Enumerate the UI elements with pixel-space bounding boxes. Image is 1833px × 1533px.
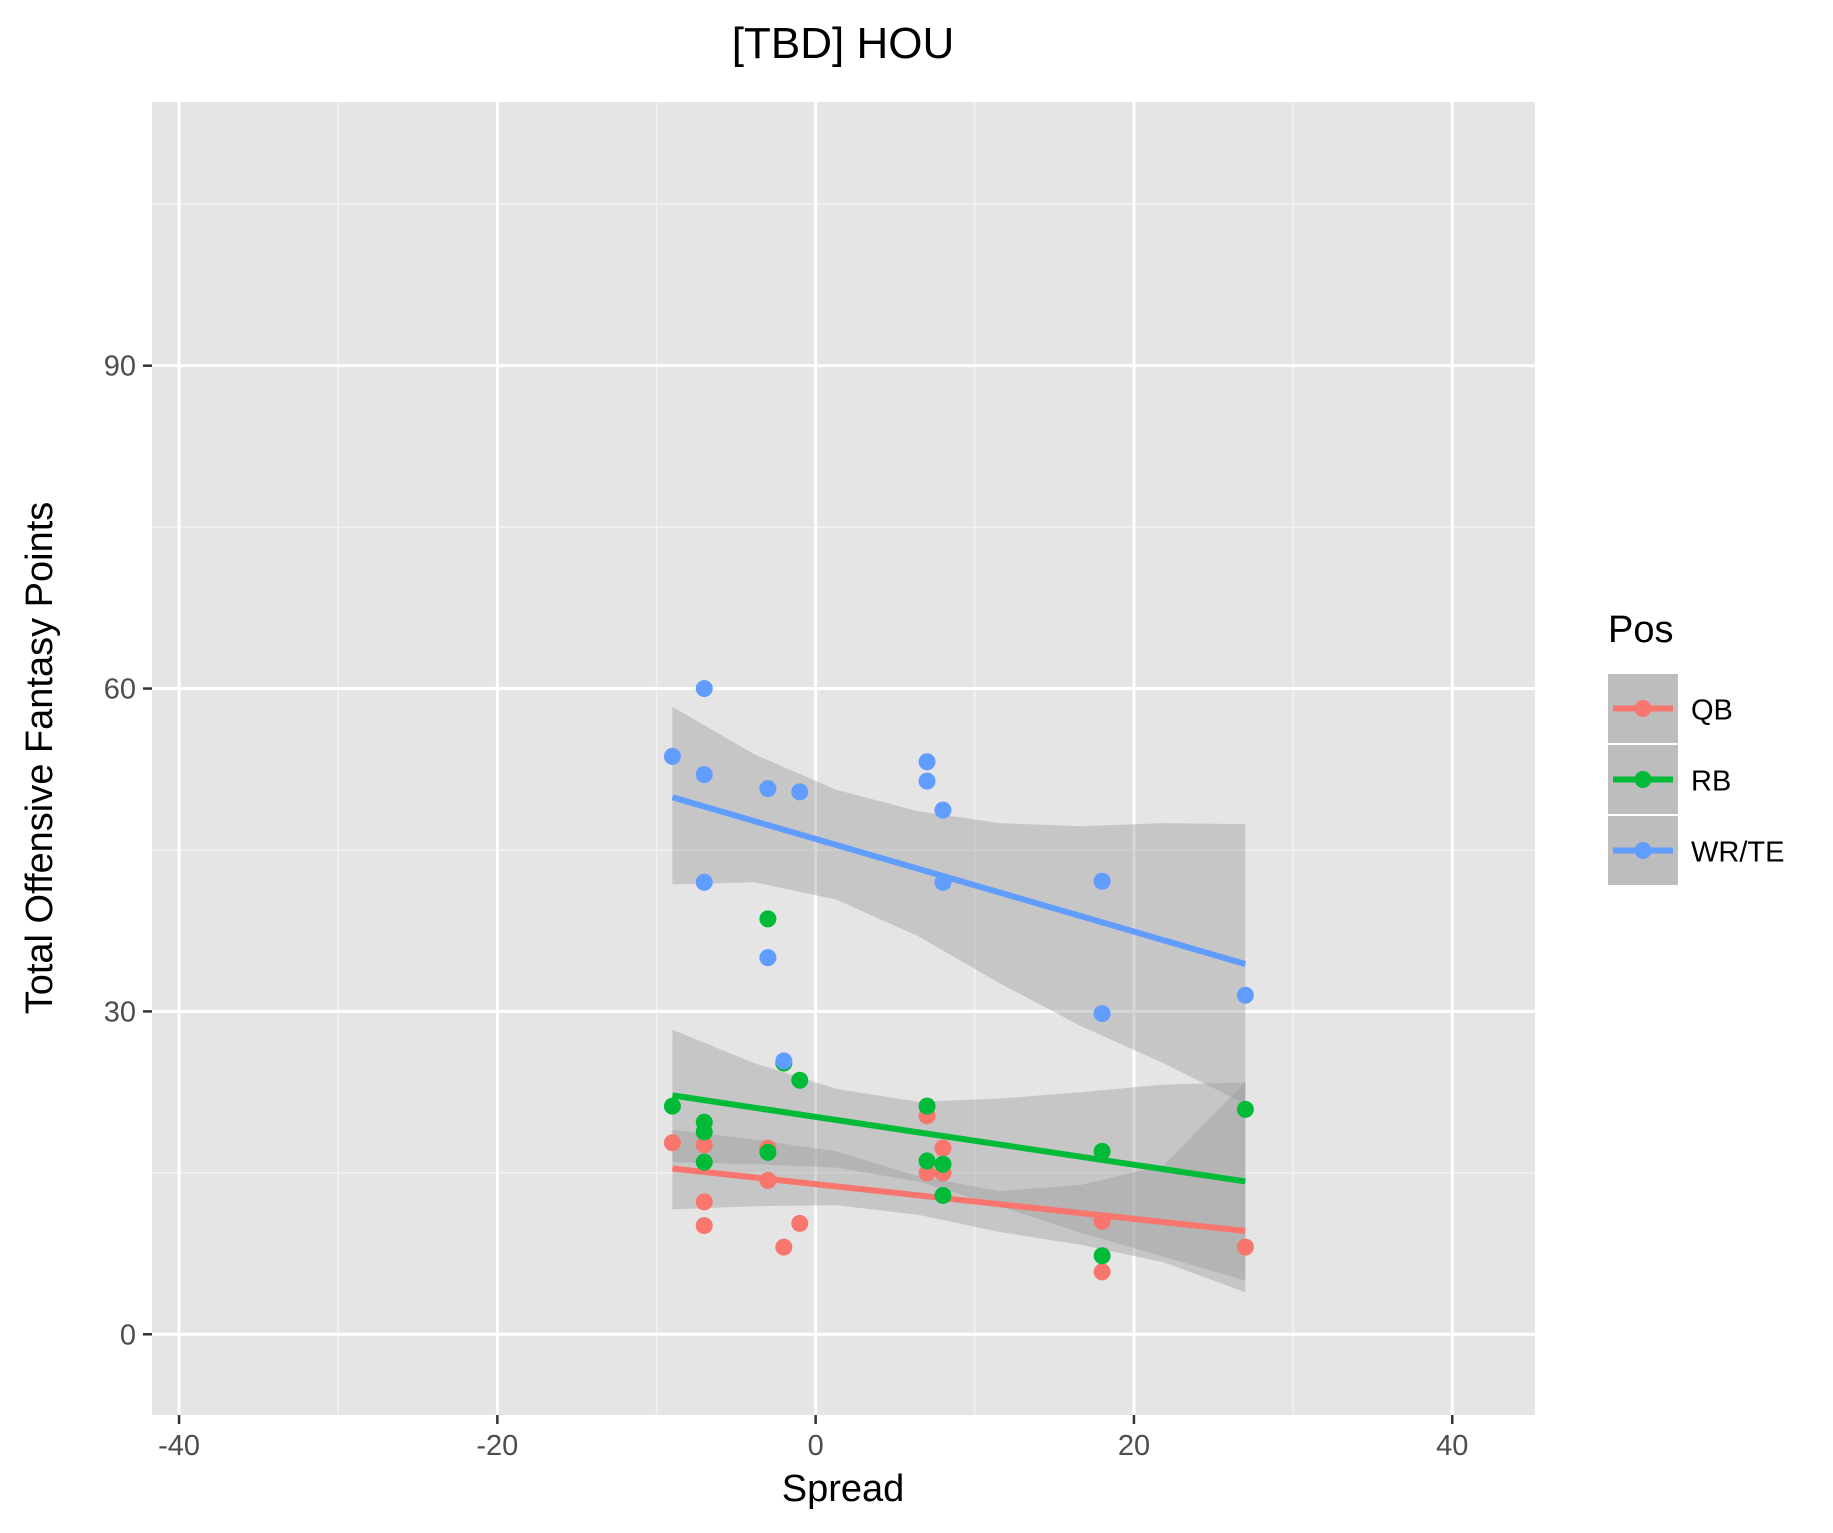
- y-axis: 0 30 60 90: [104, 351, 152, 1351]
- data-point: [695, 1153, 713, 1171]
- data-point: [934, 873, 952, 891]
- x-axis: -40 -20 0 20 40: [158, 1415, 1468, 1462]
- data-point: [918, 1152, 936, 1170]
- y-tick-label: 60: [104, 674, 136, 706]
- data-points: [663, 680, 1254, 1281]
- data-point: [663, 1134, 681, 1152]
- legend-key-point: [1634, 700, 1652, 717]
- y-tick-label: 30: [104, 996, 136, 1028]
- data-point: [934, 1139, 952, 1157]
- data-point: [695, 1136, 713, 1154]
- data-point: [1093, 1212, 1111, 1230]
- x-tick-label: 40: [1436, 1430, 1468, 1462]
- chart-title: [TBD] HOU: [732, 19, 954, 68]
- legend-label: WR/TE: [1691, 837, 1784, 869]
- legend: Pos QB RB WR/TE: [1608, 609, 1784, 885]
- data-point: [1093, 1005, 1111, 1023]
- x-tick-label: 20: [1118, 1430, 1150, 1462]
- data-point: [663, 1097, 681, 1115]
- data-point: [759, 949, 777, 967]
- data-point: [663, 747, 681, 765]
- data-point: [934, 801, 952, 819]
- data-point: [695, 766, 713, 784]
- x-tick-label: -40: [158, 1430, 200, 1462]
- major-gridlines: [152, 102, 1535, 1415]
- data-point: [1093, 1247, 1111, 1265]
- data-point: [775, 1052, 793, 1070]
- data-point: [695, 680, 713, 698]
- data-point: [918, 753, 936, 771]
- trend-line: [671, 794, 1247, 967]
- x-axis-title: Spread: [782, 1468, 905, 1510]
- legend-key-point: [1634, 842, 1652, 859]
- data-point: [934, 1155, 952, 1173]
- legend-key-point: [1634, 771, 1652, 788]
- data-point: [934, 1186, 952, 1204]
- data-point: [1236, 1238, 1254, 1256]
- data-point: [1093, 872, 1111, 890]
- data-point: [791, 783, 809, 801]
- data-point: [1236, 1100, 1254, 1118]
- data-point: [918, 1097, 936, 1115]
- data-point: [759, 780, 777, 798]
- data-point: [775, 1238, 793, 1256]
- data-point: [791, 1071, 809, 1089]
- y-tick-label: 90: [104, 351, 136, 383]
- legend-label: QB: [1691, 695, 1733, 727]
- data-point: [1093, 1263, 1111, 1281]
- data-point: [695, 1123, 713, 1141]
- data-point: [918, 772, 936, 790]
- data-point: [1093, 1142, 1111, 1160]
- data-point: [759, 1143, 777, 1161]
- confidence-band: [672, 706, 1246, 1104]
- data-point: [695, 1193, 713, 1211]
- y-axis-title: Total Offensive Fantasy Points: [19, 502, 61, 1015]
- confidence-band: [672, 1082, 1246, 1293]
- x-tick-label: -20: [476, 1430, 518, 1462]
- data-point: [759, 1171, 777, 1189]
- legend-label: RB: [1691, 766, 1731, 798]
- data-point: [1236, 986, 1254, 1004]
- y-tick-label: 0: [120, 1319, 136, 1351]
- data-point: [695, 1217, 713, 1235]
- data-point: [918, 1164, 936, 1182]
- data-point: [759, 910, 777, 928]
- data-point: [791, 1214, 809, 1232]
- legend-title: Pos: [1608, 609, 1673, 651]
- plot-panel: [152, 102, 1535, 1415]
- data-point: [695, 873, 713, 891]
- trend-line: [671, 1092, 1246, 1185]
- x-tick-label: 0: [808, 1430, 824, 1462]
